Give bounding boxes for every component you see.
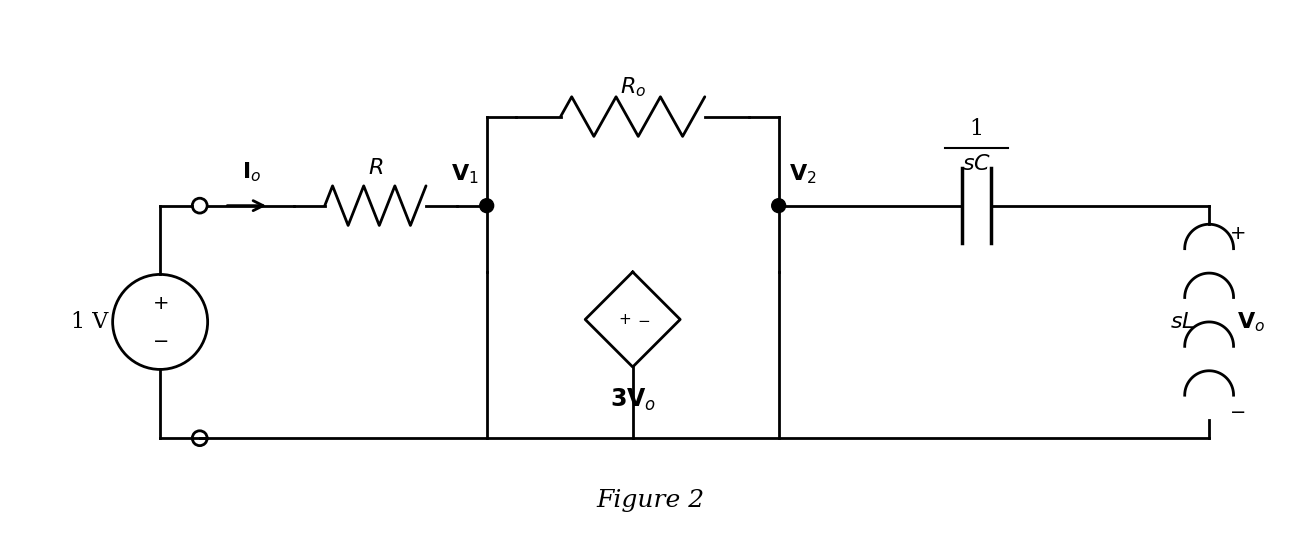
Text: $\mathbf{I}_o$: $\mathbf{I}_o$ xyxy=(242,160,262,184)
Text: $sC$: $sC$ xyxy=(961,153,991,175)
Text: $R$: $R$ xyxy=(368,157,382,179)
Circle shape xyxy=(771,198,786,212)
Text: $+$: $+$ xyxy=(152,294,168,314)
Text: 1: 1 xyxy=(969,118,984,140)
Text: $\mathbf{V}_o$: $\mathbf{V}_o$ xyxy=(1237,310,1265,334)
Text: $-$: $-$ xyxy=(1228,401,1245,420)
Text: $\mathbf{V}_2$: $\mathbf{V}_2$ xyxy=(788,162,816,186)
Text: Figure 2: Figure 2 xyxy=(596,489,704,512)
Text: $\mathbf{V}_1$: $\mathbf{V}_1$ xyxy=(451,162,479,186)
Text: $+$: $+$ xyxy=(1228,224,1245,243)
Text: $\mathbf{3V}_o$: $\mathbf{3V}_o$ xyxy=(610,387,656,413)
Text: $sL$: $sL$ xyxy=(1170,311,1194,333)
Text: $-$: $-$ xyxy=(152,331,168,349)
Text: $+$: $+$ xyxy=(618,312,631,327)
Text: $R_o$: $R_o$ xyxy=(619,75,645,99)
Circle shape xyxy=(480,198,493,212)
Text: $-$: $-$ xyxy=(636,312,649,327)
Text: 1 V: 1 V xyxy=(72,311,109,333)
